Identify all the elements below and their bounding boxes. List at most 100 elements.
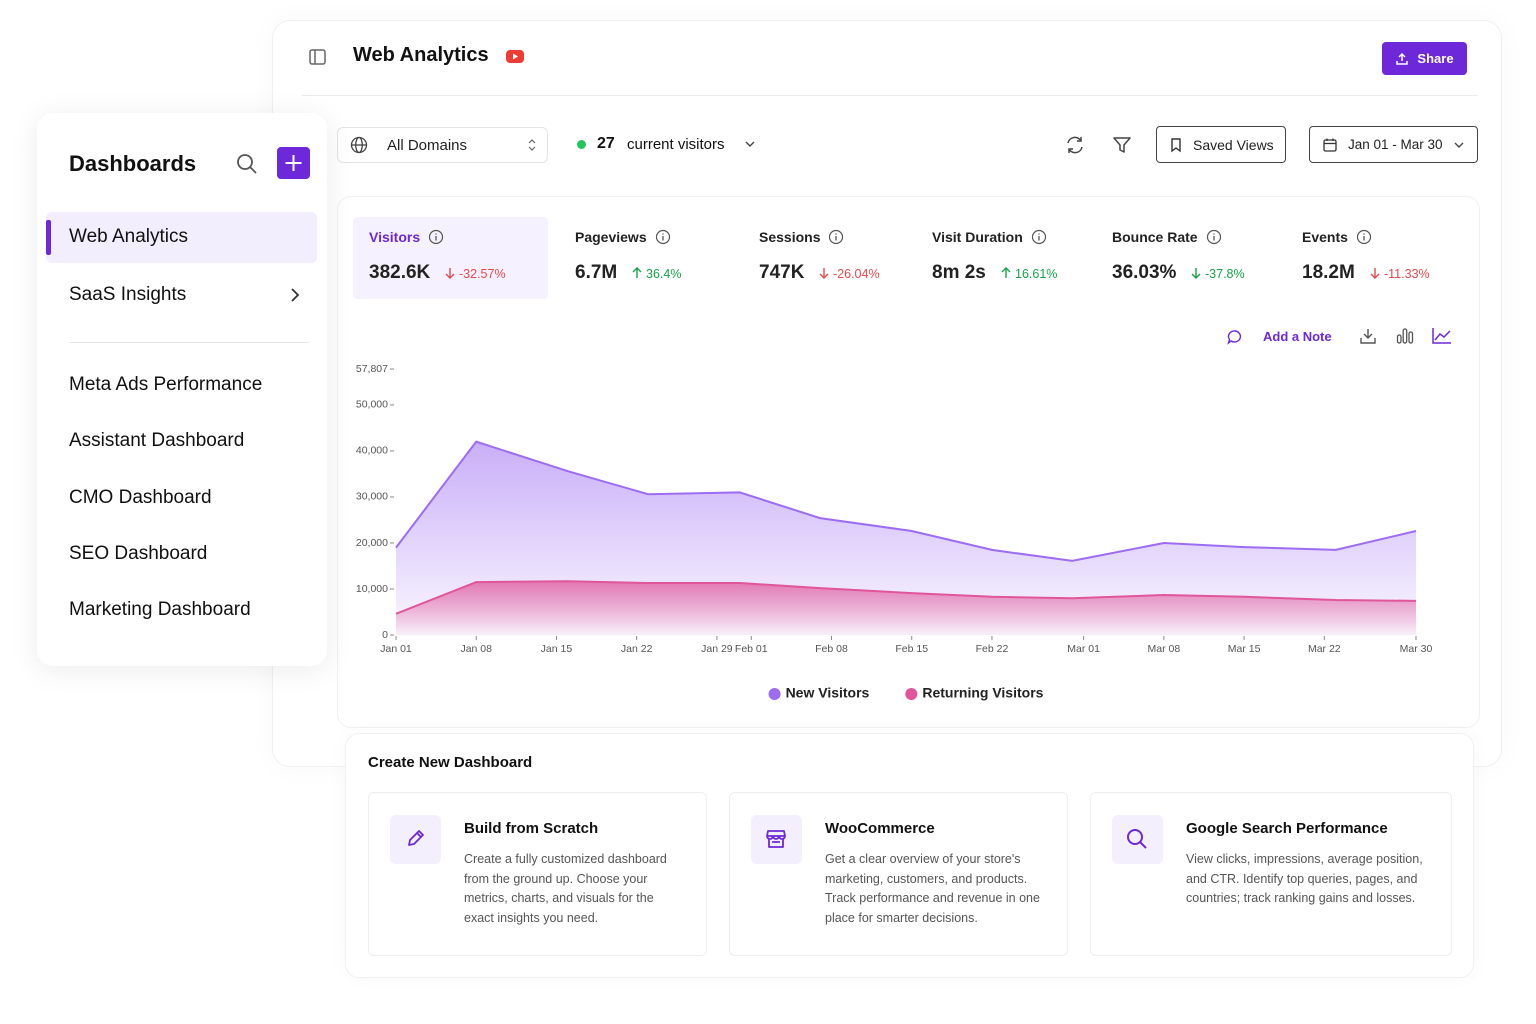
globe-icon: [350, 136, 368, 154]
x-tick-label: Feb 08: [815, 643, 848, 655]
metric-value: 382.6K: [369, 262, 431, 283]
search-icon[interactable]: [235, 152, 259, 176]
sidebar-item[interactable]: SaaS Insights: [69, 284, 187, 305]
visitor-label[interactable]: current visitors: [627, 136, 725, 153]
metric-change: -32.57%: [459, 267, 506, 281]
trend-arrow: [819, 268, 829, 279]
active-item-bg: [46, 212, 317, 263]
sidebar-item[interactable]: Marketing Dashboard: [69, 599, 251, 621]
refresh-icon[interactable]: [1064, 134, 1086, 156]
template-icon-box: [751, 815, 802, 864]
template-icon-box: [390, 815, 441, 864]
domain-select[interactable]: All Domains: [337, 127, 548, 163]
area-fill: [396, 581, 1416, 635]
x-tick-label: Mar 30: [1400, 643, 1433, 655]
filter-icon[interactable]: [1111, 134, 1133, 156]
metric-change: 36.4%: [646, 267, 682, 281]
y-tick-label: 50,000: [356, 399, 388, 411]
trend-arrow: [1370, 268, 1380, 279]
template-icon: [1127, 829, 1147, 849]
sidebar-toggle-icon[interactable]: [308, 47, 328, 67]
info-icon: [655, 229, 671, 245]
sidebar-item[interactable]: Assistant Dashboard: [69, 430, 245, 452]
metric-label[interactable]: Bounce Rate: [1112, 229, 1198, 245]
info-circle: [1356, 229, 1372, 245]
trend-arrow: [632, 267, 642, 278]
info-circle: [428, 229, 444, 245]
template-icon: [408, 830, 424, 846]
metric-change: -26.04%: [833, 267, 880, 281]
metric-label[interactable]: Events: [1302, 229, 1348, 245]
trend-arrow: [1191, 268, 1201, 279]
info-icon: [1356, 229, 1372, 245]
add-dashboard-button[interactable]: [277, 147, 310, 179]
chevron-path: [291, 288, 300, 302]
arrow-path: [819, 268, 829, 279]
x-tick-label: Mar 15: [1228, 643, 1261, 655]
chevron-down[interactable]: [744, 139, 756, 149]
note-icon[interactable]: [1226, 328, 1244, 346]
download-icon[interactable]: [1358, 326, 1378, 346]
metric-value: 18.2M: [1302, 262, 1355, 283]
area-chart: 0 10,000 20,000 30,000 40,000 50,000 57,807 Jan…: [356, 363, 1433, 701]
youtube-icon: [506, 50, 524, 63]
domain-label: All Domains: [387, 136, 468, 154]
saved-views-button[interactable]: Saved Views: [1156, 126, 1286, 163]
x-tick-label: Feb 01: [735, 643, 768, 655]
arrow-path: [1001, 267, 1011, 278]
y-tick-label: 0: [382, 629, 388, 641]
info-circle: [1031, 229, 1047, 245]
template-description: View clicks, impressions, average positi…: [1186, 852, 1423, 905]
template-icon: [766, 830, 786, 848]
arrow-path: [445, 268, 455, 279]
x-tick-label: Feb 22: [976, 643, 1009, 655]
y-tick-label: 20,000: [356, 537, 388, 549]
trend-arrow: [445, 268, 455, 279]
search-handle: [1139, 841, 1147, 849]
line-chart-icon[interactable]: [1431, 326, 1453, 346]
sidebar-item[interactable]: Meta Ads Performance: [69, 374, 263, 395]
sidebar: Dashboards Web Analytics SaaS Insights Met…: [37, 113, 327, 666]
legend-label: New Visitors: [786, 685, 870, 701]
template-title: Build from Scratch: [464, 820, 599, 837]
bookmark-icon: [1171, 137, 1181, 152]
y-tick-label: 10,000: [356, 583, 388, 595]
metric-value: 8m 2s: [932, 262, 986, 283]
info-icon: [428, 229, 444, 245]
x-tick-label: Jan 15: [541, 643, 573, 655]
x-tick-label: Jan 08: [460, 643, 492, 655]
visitor-count: 27: [597, 135, 615, 152]
y-tick-label: 30,000: [356, 491, 388, 503]
add-note[interactable]: Add a Note: [1263, 329, 1332, 344]
metric-value: 6.7M: [575, 262, 618, 283]
metric-label[interactable]: Sessions: [759, 229, 821, 245]
x-tick-label: Jan 01: [380, 643, 412, 655]
info-icon: [828, 229, 844, 245]
x-tick-label: Mar 22: [1308, 643, 1341, 655]
arrow-path: [1191, 268, 1201, 279]
chevron-down: [1454, 142, 1464, 148]
plus-icon: [285, 155, 302, 171]
metric-label[interactable]: Visit Duration: [932, 229, 1023, 245]
bar-chart-icon[interactable]: [1395, 326, 1415, 346]
template-description: Get a clear overview of your store's mar…: [825, 852, 1040, 925]
share-button[interactable]: Share: [1382, 42, 1467, 75]
sidebar-item[interactable]: CMO Dashboard: [69, 486, 212, 508]
sidebar-title: Dashboards: [69, 151, 197, 176]
y-tick-label: 40,000: [356, 445, 388, 457]
sidebar-item[interactable]: SEO Dashboard: [69, 542, 208, 564]
date-range-button[interactable]: Jan 01 - Mar 30: [1309, 126, 1478, 163]
info-icon: [1206, 229, 1222, 245]
metric-change: -37.8%: [1205, 267, 1245, 281]
legend-swatch: [905, 688, 918, 700]
area-line: [395, 440, 1417, 562]
create-title: Create New Dashboard: [368, 754, 533, 771]
sidebar-item[interactable]: Web Analytics: [69, 226, 188, 247]
x-tick-label: Jan 22: [621, 643, 653, 655]
metric-label[interactable]: Pageviews: [575, 229, 647, 245]
metric-value: 36.03%: [1112, 262, 1177, 283]
metric-label[interactable]: Visitors: [369, 229, 421, 245]
live-dot: [577, 140, 586, 149]
header-divider: [302, 95, 1478, 96]
